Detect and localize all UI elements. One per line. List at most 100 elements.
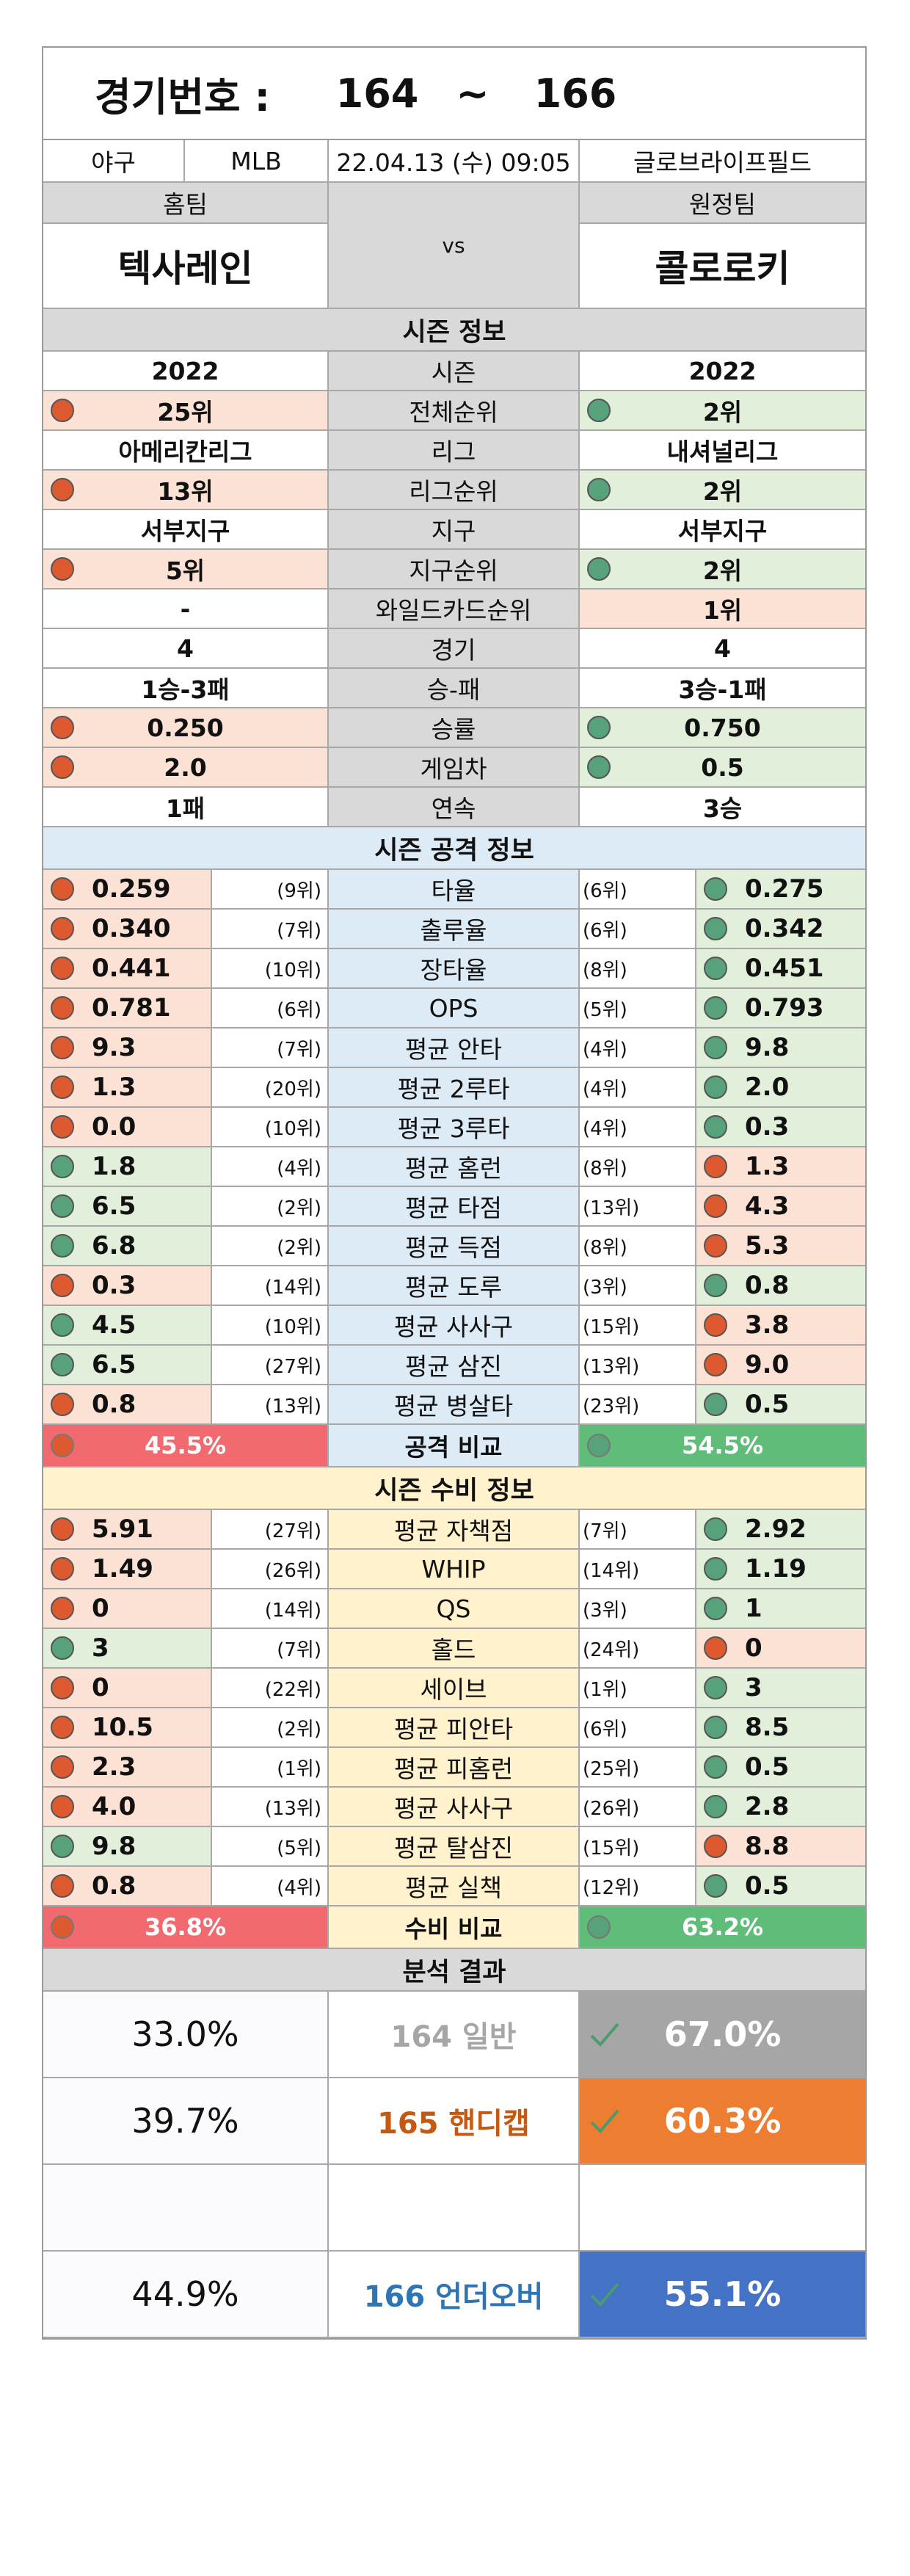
red-indicator-icon <box>51 399 74 422</box>
analysis-away-prob: 67.0% <box>580 1992 865 2078</box>
defense-home-text: 9.8 <box>92 1832 136 1861</box>
offense-row-label: OPS <box>329 989 580 1028</box>
defense-home-rank: (27위) <box>212 1510 329 1550</box>
analysis-bet-type: 165 핸디캡 <box>329 2078 580 2165</box>
season-away-value: 서부지구 <box>580 510 865 550</box>
red-indicator-icon <box>51 996 74 1020</box>
analysis-bet-type: 166 언더오버 <box>329 2252 580 2338</box>
green-indicator-icon <box>51 1194 74 1218</box>
season-away-value: 1위 <box>580 589 865 629</box>
season-row-label: 승률 <box>329 708 580 748</box>
offense-home-value: 0.3 <box>43 1266 212 1306</box>
offense-away-text: 0.793 <box>745 993 824 1023</box>
offense-away-value: 2.0 <box>696 1068 865 1108</box>
season-away-value: 4 <box>580 629 865 669</box>
offense-home-rank: (2위) <box>212 1227 329 1266</box>
offense-home-text: 0.3 <box>92 1271 136 1300</box>
green-indicator-icon <box>587 478 611 501</box>
offense-home-rank: (20위) <box>212 1068 329 1108</box>
red-indicator-icon <box>51 877 74 901</box>
season-row-label: 와일드카드순위 <box>329 589 580 629</box>
offense-home-value: 0.8 <box>43 1385 212 1425</box>
offense-home-value: 6.8 <box>43 1227 212 1266</box>
defense-compare-row: 36.8% 수비 비교 63.2% <box>43 1906 865 1949</box>
offense-away-text: 0.3 <box>745 1112 790 1142</box>
season-home-text: 13위 <box>157 477 214 506</box>
season-row-label: 지구순위 <box>329 550 580 589</box>
defense-home-value: 0 <box>43 1589 212 1629</box>
offense-home-text: 6.8 <box>92 1231 136 1260</box>
season-home-value: 서부지구 <box>43 510 329 550</box>
green-indicator-icon <box>51 1234 74 1258</box>
red-indicator-icon <box>51 1274 74 1297</box>
offense-away-rank: (6위) <box>580 910 696 949</box>
offense-home-rank: (27위) <box>212 1346 329 1385</box>
offense-away-value: 0.3 <box>696 1108 865 1147</box>
defense-away-rank: (24위) <box>580 1629 696 1669</box>
season-home-value: 아메리칸리그 <box>43 431 329 471</box>
green-indicator-icon <box>51 1155 74 1178</box>
season-away-text: 0.750 <box>684 713 761 742</box>
match-number-tilde: ~ <box>456 70 489 117</box>
green-indicator-icon <box>704 996 727 1020</box>
datetime-cell: 22.04.13 (수) 09:05 <box>329 140 580 183</box>
offense-home-rank: (6위) <box>212 989 329 1028</box>
offense-home-rank: (7위) <box>212 1028 329 1068</box>
defense-compare-home: 36.8% <box>43 1906 329 1949</box>
season-home-value: 0.250 <box>43 708 329 748</box>
offense-home-value: 0.340 <box>43 910 212 949</box>
defense-away-value: 0 <box>696 1629 865 1669</box>
defense-away-value: 0.5 <box>696 1748 865 1788</box>
defense-compare-home-value: 36.8% <box>144 1913 226 1941</box>
defense-away-value: 1 <box>696 1589 865 1629</box>
green-indicator-icon <box>587 1915 611 1939</box>
defense-row-label: 평균 피홈런 <box>329 1748 580 1788</box>
offense-row-label: 평균 타점 <box>329 1187 580 1227</box>
season-row-label: 지구 <box>329 510 580 550</box>
analysis-table: 33.0% 164 일반 67.0% 39.7% 165 핸디캡 60.3% 44.9% 16… <box>43 1992 865 2338</box>
red-indicator-icon <box>51 1597 74 1620</box>
defense-home-text: 3 <box>92 1633 109 1663</box>
defense-home-value: 3 <box>43 1629 212 1669</box>
analysis-away-text: 60.3% <box>663 2101 782 2141</box>
season-away-text: 2위 <box>702 398 743 427</box>
offense-info-title: 시즌 공격 정보 <box>43 827 865 870</box>
season-home-value: 25위 <box>43 391 329 431</box>
defense-home-rank: (13위) <box>212 1788 329 1827</box>
match-number-header: 경기번호 : 164 ~ 166 <box>43 48 865 140</box>
match-number-label: 경기번호 : <box>95 73 271 120</box>
green-indicator-icon <box>704 1795 727 1818</box>
offense-away-text: 0.5 <box>745 1390 790 1419</box>
offense-home-value: 0.0 <box>43 1108 212 1147</box>
defense-away-text: 8.5 <box>745 1713 790 1742</box>
offense-away-text: 9.8 <box>745 1033 790 1062</box>
analysis-away-prob: 55.1% <box>580 2252 865 2338</box>
red-indicator-icon <box>51 1036 74 1059</box>
analysis-away-text: 67.0% <box>663 2014 782 2054</box>
offense-row-label: 평균 2루타 <box>329 1068 580 1108</box>
season-home-value: 1패 <box>43 788 329 827</box>
analysis-away-prob <box>580 2165 865 2252</box>
offense-home-text: 0.781 <box>92 993 171 1023</box>
offense-row-label: 평균 병살타 <box>329 1385 580 1425</box>
defense-home-text: 2.3 <box>92 1752 136 1782</box>
defense-home-text: 5.91 <box>92 1514 153 1544</box>
offense-away-text: 2.0 <box>745 1073 790 1102</box>
home-team-name: 텍사레인 <box>43 224 329 309</box>
offense-home-text: 6.5 <box>92 1191 136 1221</box>
season-home-text: 아메리칸리그 <box>118 438 252 466</box>
defense-home-text: 0.8 <box>92 1871 136 1901</box>
offense-away-text: 0.342 <box>745 914 824 943</box>
defense-away-value: 1.19 <box>696 1550 865 1589</box>
defense-away-rank: (25위) <box>580 1748 696 1788</box>
season-home-value: 2022 <box>43 352 329 391</box>
offense-home-value: 1.3 <box>43 1068 212 1108</box>
offense-away-value: 0.8 <box>696 1266 865 1306</box>
offense-home-rank: (10위) <box>212 1306 329 1346</box>
defense-away-text: 2.92 <box>745 1514 807 1544</box>
offense-compare-home-value: 45.5% <box>144 1432 226 1459</box>
season-away-text: 3승 <box>702 794 743 823</box>
season-home-value: - <box>43 589 329 629</box>
green-indicator-icon <box>704 1557 727 1581</box>
green-indicator-icon <box>704 1036 727 1059</box>
